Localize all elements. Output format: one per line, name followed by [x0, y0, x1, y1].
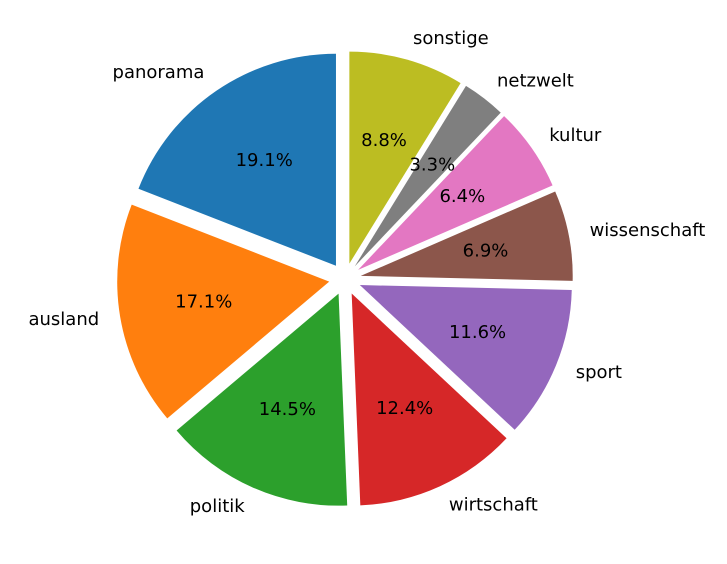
pie-slice-wirtschaft — [351, 293, 507, 506]
pct-label-politik: 14.5% — [259, 399, 316, 420]
slice-label-netzwelt: netzwelt — [497, 71, 574, 92]
slice-label-wirtschaft: wirtschaft — [449, 495, 538, 516]
pct-label-kultur: 6.4% — [439, 186, 485, 207]
pct-label-netzwelt: 3.3% — [409, 155, 455, 176]
slice-label-ausland: ausland — [28, 309, 99, 330]
pct-label-wirtschaft: 12.4% — [376, 398, 433, 419]
slice-label-kultur: kultur — [549, 125, 602, 146]
pie-slice-wissenschaft — [360, 191, 573, 281]
pct-label-wissenschaft: 6.9% — [463, 241, 509, 262]
pie-slice-panorama — [138, 53, 336, 266]
pie-slice-netzwelt — [354, 85, 501, 267]
slice-label-sport: sport — [576, 362, 622, 383]
pie-slice-ausland — [117, 204, 330, 419]
slice-label-wissenschaft: wissenschaft — [590, 220, 706, 241]
pie-slice-sport — [359, 285, 572, 430]
pct-label-panorama: 19.1% — [236, 150, 293, 171]
pct-label-ausland: 17.1% — [175, 291, 232, 312]
labels-layer: 19.1% panorama 17.1% ausland 14.5% politik 12.… — [28, 28, 705, 517]
pct-label-sport: 11.6% — [449, 322, 506, 343]
pie-slice-kultur — [358, 116, 553, 270]
slice-label-sonstige: sonstige — [413, 28, 489, 49]
pie-slice-politik — [176, 293, 348, 506]
pct-label-sonstige: 8.8% — [361, 130, 407, 151]
slice-label-politik: politik — [190, 496, 245, 517]
pie-slice-sonstige — [349, 51, 461, 264]
slice-label-panorama: panorama — [113, 62, 205, 83]
slices-layer — [117, 51, 573, 506]
